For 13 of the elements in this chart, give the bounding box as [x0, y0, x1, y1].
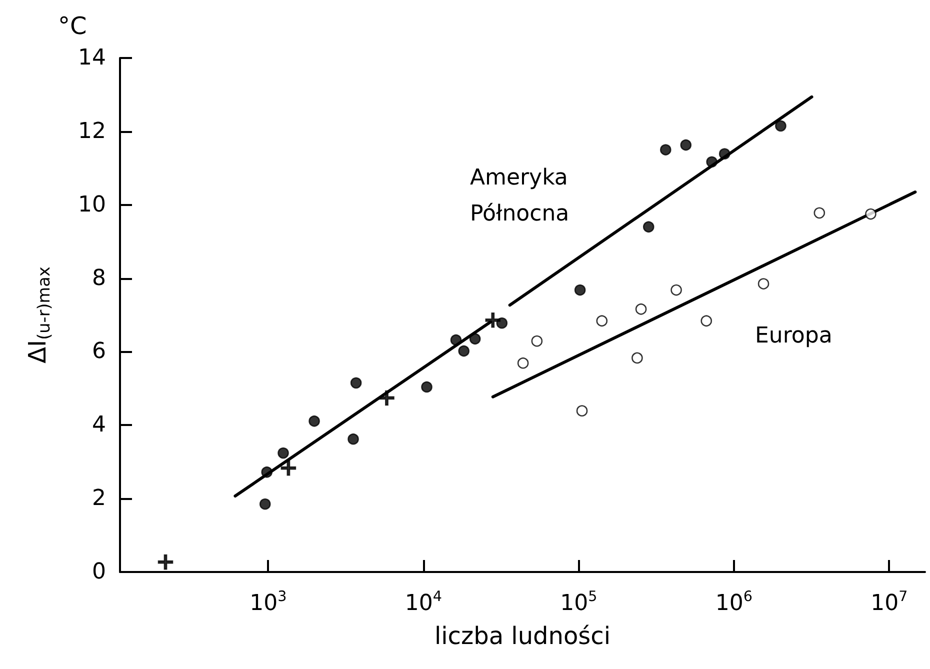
y-tick-label: 2	[92, 486, 106, 512]
y-tick-label: 6	[92, 339, 106, 364]
y-tick-label: 8	[92, 266, 106, 291]
y-tick-label: 10	[78, 192, 106, 218]
y-tick-label: 4	[92, 412, 106, 438]
y-tick-label: 12	[78, 118, 106, 144]
y-tick-label: 0	[92, 560, 106, 584]
annotation: Europa	[755, 324, 832, 348]
annotation: Ameryka Północna	[470, 166, 570, 226]
y-axis-title: ΔI(u-r)max	[24, 266, 54, 364]
text: °C	[58, 12, 87, 40]
x-axis-title: liczba ludności	[434, 622, 611, 650]
y-tick-label: 14	[78, 46, 106, 70]
